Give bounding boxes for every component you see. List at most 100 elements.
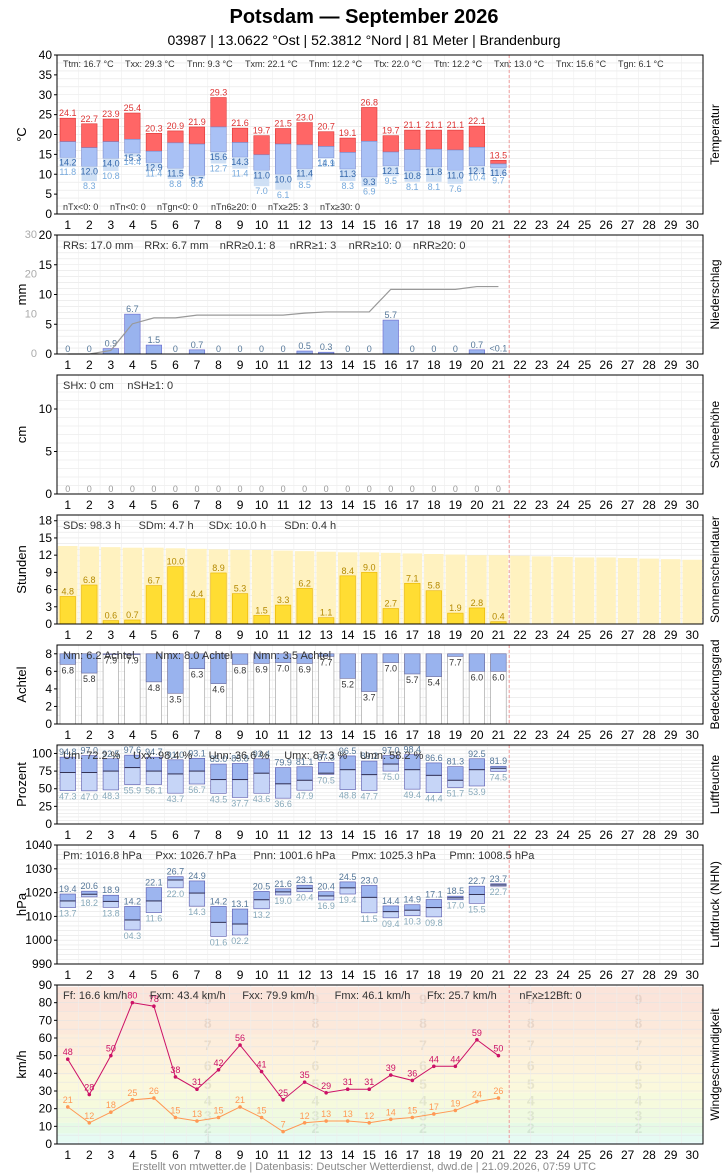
range-lower [339, 769, 356, 790]
x-tick-label: 27 [621, 218, 635, 232]
tick-label: 60 [39, 1031, 53, 1045]
precip-label: 0 [367, 344, 372, 354]
x-tick-label: 21 [492, 968, 506, 982]
bar-tmax [253, 135, 270, 156]
bar-tmax [382, 135, 399, 153]
x-tick-label: 19 [449, 968, 463, 982]
cloud-bar [253, 653, 270, 664]
range-upper [275, 767, 292, 785]
x-tick-label: 13 [319, 968, 333, 982]
tick-label: 25 [39, 799, 53, 813]
panel-title: Luftdruck (NHN) [708, 861, 722, 948]
bar-tmax [210, 97, 227, 128]
x-tick-label: 9 [237, 498, 244, 512]
tick-right: 10 [25, 308, 37, 320]
sun-label: 7.1 [406, 573, 419, 583]
bar-tmin [404, 149, 421, 172]
x-tick-label: 21 [492, 728, 506, 742]
x-tick-label: 28 [642, 628, 656, 642]
x-tick-label: 5 [151, 968, 158, 982]
precip-label: 0.7 [471, 340, 484, 350]
label-tground: 8.3 [83, 181, 96, 191]
sun-label: 0.6 [105, 611, 118, 621]
bar-tmin [447, 149, 464, 171]
stat-text: SDm: 4.7 h [139, 520, 194, 532]
tick-label: 8 [45, 647, 52, 661]
stat-text: SHx: 0 cm [63, 380, 114, 392]
x-tick-label: 1 [64, 498, 71, 512]
tick-label: 70 [39, 1013, 53, 1027]
x-tick-label: 3 [107, 1148, 114, 1162]
label-tmin: 12.9 [145, 163, 163, 173]
sun-bar [468, 607, 485, 625]
wind-label: 13 [343, 1109, 353, 1119]
x-tick-label: 20 [470, 968, 484, 982]
bar-tmax [102, 118, 119, 142]
x-tick-label: 6 [172, 218, 179, 232]
x-tick-label: 22 [513, 628, 527, 642]
label-tmin: 11.4 [296, 169, 313, 179]
stat-text: Pnn: 1001.6 hPa [253, 850, 336, 862]
label-tmin: 12.0 [81, 166, 99, 176]
x-tick-label: 22 [513, 1148, 527, 1162]
x-tick-label: 11 [277, 218, 290, 232]
stat-text-bottom: nTn6≥20: 0 [211, 202, 256, 212]
precip-label: 5.7 [385, 310, 398, 320]
label-max: 98.4 [404, 745, 422, 755]
plot-frame [56, 644, 704, 725]
x-tick-label: 4 [129, 358, 136, 372]
stat-text: Tnn: 9.3 °C [187, 59, 233, 69]
x-tick-label: 11 [277, 728, 290, 742]
x-tick-label: 3 [107, 218, 114, 232]
label-tground: 7.0 [255, 186, 268, 196]
sun-bar [81, 584, 98, 625]
tick-label: 30 [39, 1084, 53, 1098]
sun-bar [296, 588, 313, 625]
x-tick-label: 5 [151, 828, 158, 842]
x-tick-label: 10 [255, 728, 269, 742]
sun-label: 2.7 [385, 599, 398, 609]
bar-tmin [296, 144, 313, 169]
label-max: 24.5 [339, 872, 357, 882]
label-min: 10.3 [404, 917, 422, 927]
bar-tmax [404, 129, 421, 150]
sun-possible-bar [639, 558, 659, 624]
range-lower [59, 900, 76, 908]
x-tick-label: 1 [64, 1148, 71, 1162]
tick-label: 50 [39, 1049, 53, 1063]
wind-point [410, 1078, 415, 1083]
wind-point [496, 1053, 501, 1058]
x-tick-label: 5 [151, 728, 158, 742]
stat-text: Pxx: 1026.7 hPa [155, 850, 237, 862]
cloud-label: 7.7 [320, 657, 333, 667]
precip-label: <0.1 [490, 344, 508, 354]
label-tmax: 26.8 [360, 97, 378, 107]
stat-text: Pmn: 1008.5 hPa [449, 850, 535, 862]
sun-label: 10.0 [167, 557, 185, 567]
label-min: 16.9 [317, 901, 335, 911]
x-tick-label: 8 [215, 628, 222, 642]
precip-label: 0 [173, 344, 178, 354]
cloud-label: 6.9 [255, 664, 268, 674]
wind-label: 19 [450, 1098, 460, 1108]
precip-label: 6.7 [126, 304, 139, 314]
wind-point [302, 1080, 307, 1084]
wind-point [367, 1121, 372, 1125]
wind-point [238, 1043, 242, 1047]
tick-label: 1000 [25, 933, 52, 947]
x-tick-label: 3 [107, 968, 114, 982]
sun-label: 3.3 [277, 595, 290, 605]
x-tick-label: 7 [194, 358, 201, 372]
x-tick-label: 10 [255, 968, 269, 982]
sun-possible-bar [553, 556, 573, 624]
label-min: 11.6 [145, 914, 162, 924]
x-tick-label: 12 [298, 728, 312, 742]
sun-label: 5.3 [234, 584, 247, 594]
wind-label: 21 [63, 1095, 73, 1105]
x-tick-label: 17 [406, 828, 420, 842]
panel-sonnenschein: 4.8 6.8 0.6 0.7 6.7 10.0 4.4 8.9 5.3 1.5 3.3 6.2 1.1… [14, 514, 722, 642]
stat-text: Pm: 1016.8 hPa [63, 850, 143, 862]
x-tick-label: 8 [215, 968, 222, 982]
cumulative-line [67, 285, 499, 355]
label-tmin: 12.1 [382, 166, 400, 176]
